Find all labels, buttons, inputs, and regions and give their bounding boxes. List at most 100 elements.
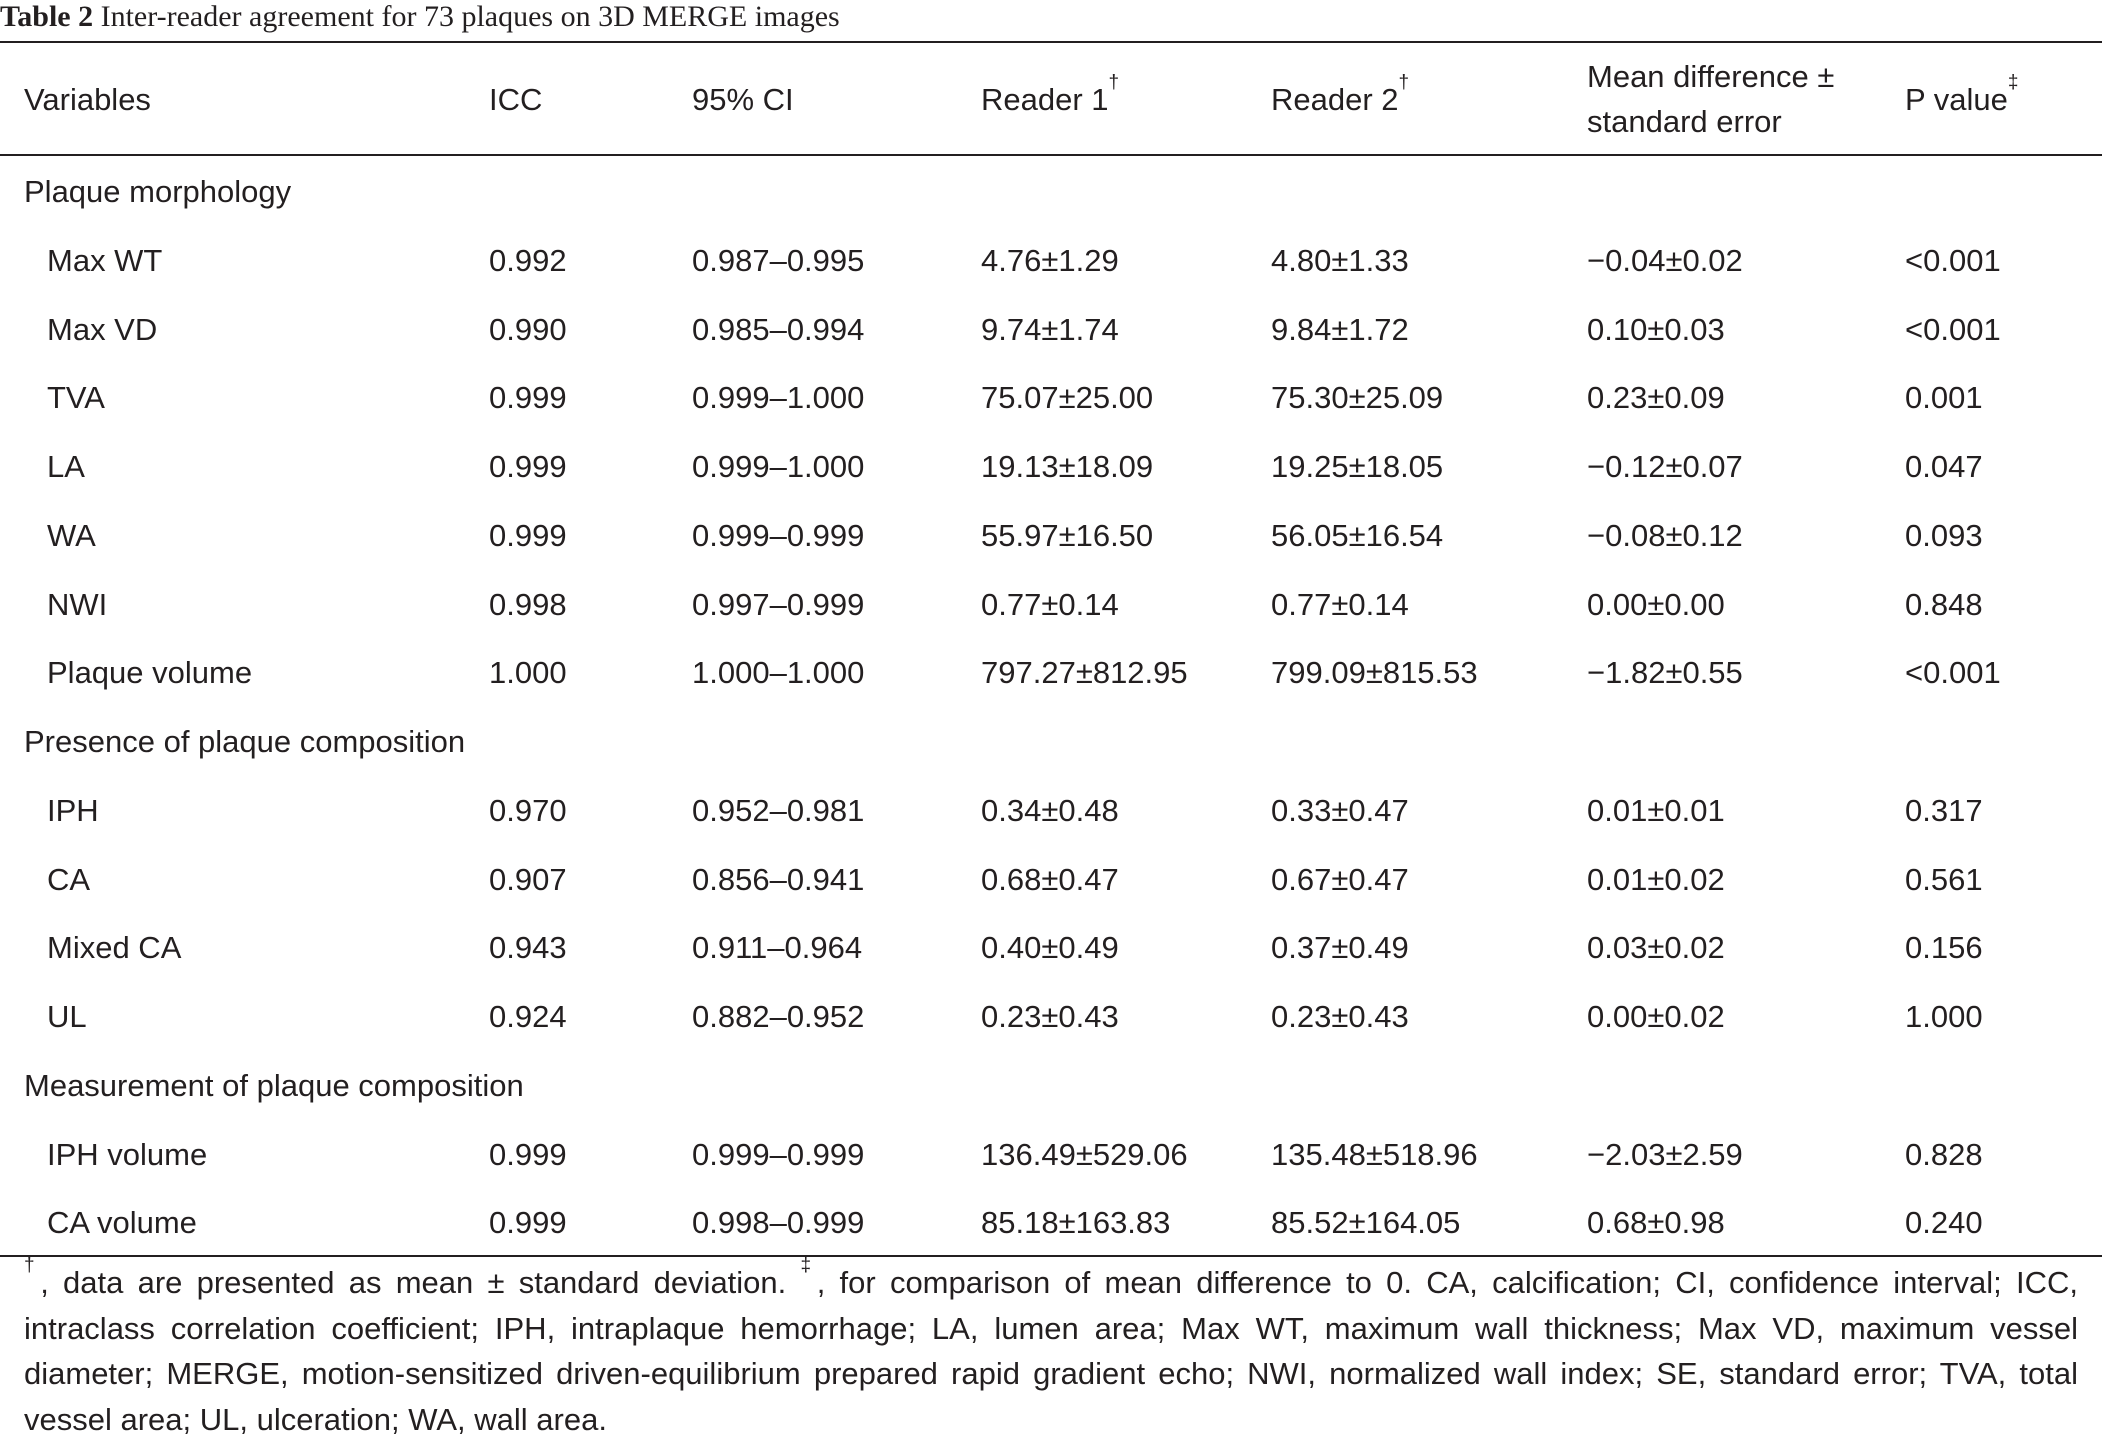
header-reader1-label: Reader 1	[981, 82, 1109, 117]
cell-ci: 0.987–0.995	[692, 242, 865, 278]
cell-ci: 0.999–0.999	[692, 1136, 865, 1172]
cell-ci: 0.952–0.981	[692, 792, 865, 828]
section-title: Plaque morphology	[24, 174, 292, 209]
footnote-mark-double-dagger: ‡	[800, 1255, 817, 1276]
cell-mean-diff: 0.00±0.00	[1587, 586, 1725, 622]
cell-icc: 0.999	[489, 1136, 567, 1172]
cell-pvalue: 0.001	[1905, 380, 1983, 416]
cell-reader2: 0.67±0.47	[1271, 861, 1409, 897]
cell-reader1: 19.13±18.09	[981, 449, 1154, 484]
cell-variable: WA	[47, 517, 96, 553]
footnote-mark-dagger: †	[24, 1255, 41, 1276]
cell-icc: 0.999	[489, 380, 567, 416]
cell-variable: UL	[47, 999, 87, 1034]
cell-pvalue: <0.001	[1905, 311, 2001, 347]
section-title: Presence of plaque composition	[24, 724, 466, 759]
cell-reader1: 0.40±0.49	[981, 930, 1119, 966]
cell-reader2: 85.52±164.05	[1271, 1205, 1461, 1241]
cell-variable: Plaque volume	[47, 655, 253, 691]
footnote-text-1: , data are presented as mean ± standard …	[40, 1265, 801, 1300]
cell-variable: IPH volume	[47, 1136, 208, 1172]
cell-mean-diff: 0.68±0.98	[1587, 1205, 1725, 1241]
cell-ci: 0.999–1.000	[692, 449, 865, 484]
cell-pvalue: 0.240	[1905, 1205, 1983, 1241]
header-reader2-label: Reader 2	[1271, 82, 1399, 117]
cell-icc: 0.999	[489, 449, 567, 484]
cell-reader1: 9.74±1.74	[981, 311, 1119, 347]
header-reader1-mark: †	[1108, 72, 1120, 93]
cell-reader1: 85.18±163.83	[981, 1205, 1171, 1241]
cell-reader2: 799.09±815.53	[1271, 655, 1478, 691]
cell-mean-diff: 0.03±0.02	[1587, 930, 1725, 966]
cell-reader1: 0.68±0.47	[981, 861, 1119, 897]
cell-pvalue: <0.001	[1905, 242, 2001, 278]
cell-icc: 0.907	[489, 861, 567, 897]
cell-ci: 0.985–0.994	[692, 311, 865, 347]
cell-reader1: 0.34±0.48	[981, 792, 1119, 828]
cell-reader1: 4.76±1.29	[981, 242, 1119, 278]
header-mean-diff-line1: Mean difference ±	[1587, 59, 1835, 94]
cell-icc: 0.970	[489, 792, 567, 828]
cell-icc: 0.999	[489, 1205, 567, 1241]
table-footnote: †, data are presented as mean ± standard…	[24, 1256, 2078, 1442]
table-caption: Table 2 Inter-reader agreement for 73 pl…	[0, 0, 840, 34]
cell-pvalue: 1.000	[1905, 999, 1983, 1034]
cell-variable: LA	[47, 449, 85, 484]
header-reader2: Reader 2†	[1271, 73, 1409, 122]
cell-variable: Max VD	[47, 311, 158, 347]
cell-icc: 0.992	[489, 242, 567, 278]
header-variables: Variables	[24, 82, 151, 117]
cell-variable: CA	[47, 861, 91, 897]
cell-variable: NWI	[47, 586, 108, 622]
cell-ci: 0.911–0.964	[692, 930, 863, 966]
cell-reader1: 75.07±25.00	[981, 380, 1154, 416]
cell-ci: 0.999–0.999	[692, 517, 865, 553]
cell-reader2: 19.25±18.05	[1271, 449, 1444, 484]
table-caption-label: Table 2	[0, 0, 94, 33]
cell-pvalue: 0.848	[1905, 586, 1983, 622]
cell-variable: Max WT	[47, 242, 163, 278]
cell-reader2: 0.77±0.14	[1271, 586, 1409, 622]
cell-reader2: 56.05±16.54	[1271, 517, 1444, 553]
header-reader2-mark: †	[1398, 72, 1410, 93]
cell-pvalue: 0.828	[1905, 1136, 1983, 1172]
cell-icc: 0.999	[489, 517, 567, 553]
cell-ci: 1.000–1.000	[692, 655, 865, 691]
header-icc: ICC	[489, 82, 543, 117]
cell-reader2: 0.23±0.43	[1271, 999, 1409, 1034]
cell-reader2: 0.37±0.49	[1271, 930, 1409, 966]
cell-pvalue: 0.047	[1905, 449, 1983, 484]
bottom-rule	[0, 1255, 2102, 1257]
header-pvalue-label: P value	[1905, 82, 2008, 117]
cell-variable: CA volume	[47, 1205, 197, 1241]
cell-pvalue: 0.561	[1905, 861, 1983, 897]
cell-reader1: 0.77±0.14	[981, 586, 1119, 622]
header-mean-diff: Mean difference ± standard error	[1587, 54, 1834, 144]
cell-reader1: 797.27±812.95	[981, 655, 1188, 691]
cell-mean-diff: 0.10±0.03	[1587, 311, 1725, 347]
cell-reader2: 135.48±518.96	[1271, 1136, 1478, 1172]
cell-reader2: 4.80±1.33	[1271, 242, 1409, 278]
cell-ci: 0.998–0.999	[692, 1205, 865, 1241]
top-rule	[0, 41, 2102, 43]
cell-reader1: 0.23±0.43	[981, 999, 1119, 1034]
cell-pvalue: 0.093	[1905, 517, 1983, 553]
cell-reader2: 75.30±25.09	[1271, 380, 1444, 416]
cell-icc: 0.943	[489, 930, 567, 966]
cell-reader1: 136.49±529.06	[981, 1136, 1188, 1172]
header-ci: 95% CI	[692, 82, 794, 117]
cell-mean-diff: −0.12±0.07	[1587, 449, 1743, 484]
cell-mean-diff: −0.04±0.02	[1587, 242, 1743, 278]
cell-mean-diff: 0.01±0.02	[1587, 861, 1725, 897]
header-pvalue: P value‡	[1905, 73, 2018, 122]
table-caption-text: Inter-reader agreement for 73 plaques on…	[100, 0, 840, 33]
cell-variable: TVA	[47, 380, 105, 416]
cell-mean-diff: 0.00±0.02	[1587, 999, 1725, 1034]
cell-icc: 1.000	[489, 655, 567, 691]
cell-ci: 0.997–0.999	[692, 586, 865, 622]
cell-variable: Mixed CA	[47, 930, 182, 966]
cell-reader1: 55.97±16.50	[981, 517, 1154, 553]
cell-mean-diff: −1.82±0.55	[1587, 655, 1743, 691]
cell-ci: 0.882–0.952	[692, 999, 865, 1034]
